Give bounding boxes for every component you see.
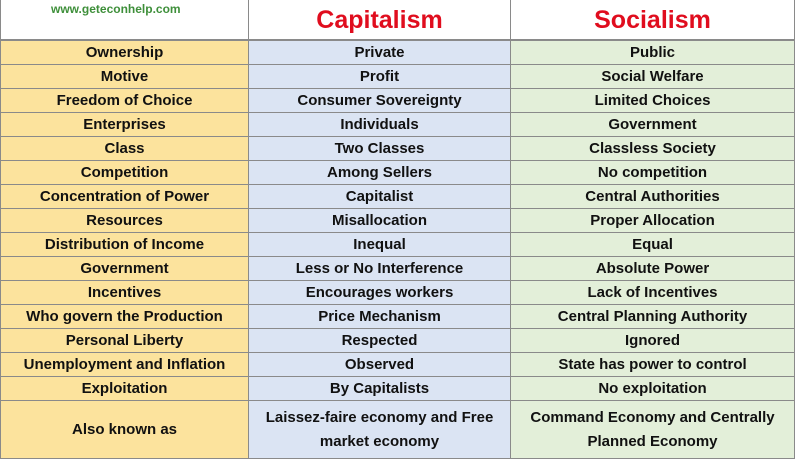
header-row: www.geteconhelp.com Capitalism Socialism: [0, 0, 795, 41]
capitalism-cell: Respected: [248, 328, 511, 353]
capitalism-cell: By Capitalists: [248, 376, 511, 401]
capitalism-cell: Encourages workers: [248, 280, 511, 305]
table-row: Enterprises Individuals Government: [0, 112, 795, 137]
socialism-cell: Public: [510, 39, 795, 65]
feature-cell: Competition: [0, 160, 249, 185]
socialism-cell: Social Welfare: [510, 64, 795, 89]
capitalism-cell: Individuals: [248, 112, 511, 137]
socialism-cell: State has power to control: [510, 352, 795, 377]
feature-cell: Freedom of Choice: [0, 88, 249, 113]
feature-cell: Enterprises: [0, 112, 249, 137]
table-row: Personal Liberty Respected Ignored: [0, 328, 795, 353]
socialism-cell: Central Planning Authority: [510, 304, 795, 329]
feature-cell: Ownership: [0, 39, 249, 65]
socialism-heading: Socialism: [510, 0, 795, 41]
feature-cell: Concentration of Power: [0, 184, 249, 209]
table-row: Freedom of Choice Consumer Sovereignty L…: [0, 88, 795, 113]
feature-cell: Class: [0, 136, 249, 161]
table-row: Resources Misallocation Proper Allocatio…: [0, 208, 795, 233]
socialism-cell: Limited Choices: [510, 88, 795, 113]
capitalism-cell: Profit: [248, 64, 511, 89]
table-row: Also known as Laissez-faire economy and …: [0, 400, 795, 459]
socialism-cell: Proper Allocation: [510, 208, 795, 233]
table-row: Class Two Classes Classless Society: [0, 136, 795, 161]
table-row: Motive Profit Social Welfare: [0, 64, 795, 89]
feature-cell: Who govern the Production: [0, 304, 249, 329]
socialism-cell: Absolute Power: [510, 256, 795, 281]
feature-cell: Incentives: [0, 280, 249, 305]
feature-cell: Government: [0, 256, 249, 281]
capitalism-cell: Less or No Interference: [248, 256, 511, 281]
capitalism-cell: Private: [248, 39, 511, 65]
capitalism-cell: Price Mechanism: [248, 304, 511, 329]
socialism-cell: Government: [510, 112, 795, 137]
socialism-cell: Lack of Incentives: [510, 280, 795, 305]
capitalism-cell: Two Classes: [248, 136, 511, 161]
capitalism-cell: Misallocation: [248, 208, 511, 233]
socialism-cell: Ignored: [510, 328, 795, 353]
feature-cell: Distribution of Income: [0, 232, 249, 257]
socialism-cell: No exploitation: [510, 376, 795, 401]
capitalism-cell: Consumer Sovereignty: [248, 88, 511, 113]
socialism-cell: Classless Society: [510, 136, 795, 161]
capitalism-cell: Inequal: [248, 232, 511, 257]
website-label: www.geteconhelp.com: [0, 0, 249, 41]
table-row: Government Less or No Interference Absol…: [0, 256, 795, 281]
feature-cell: Exploitation: [0, 376, 249, 401]
socialism-cell: Central Authorities: [510, 184, 795, 209]
feature-cell: Motive: [0, 64, 249, 89]
feature-cell: Resources: [0, 208, 249, 233]
table-row: Competition Among Sellers No competition: [0, 160, 795, 185]
socialism-cell: Command Economy and Centrally Planned Ec…: [510, 400, 795, 459]
capitalism-cell: Among Sellers: [248, 160, 511, 185]
capitalism-cell: Laissez-faire economy and Free market ec…: [248, 400, 511, 459]
table-row: Exploitation By Capitalists No exploitat…: [0, 376, 795, 401]
capitalism-heading: Capitalism: [248, 0, 511, 41]
feature-cell: Unemployment and Inflation: [0, 352, 249, 377]
socialism-cell: No competition: [510, 160, 795, 185]
table-row: Concentration of Power Capitalist Centra…: [0, 184, 795, 209]
table-row: Distribution of Income Inequal Equal: [0, 232, 795, 257]
table-row: Incentives Encourages workers Lack of In…: [0, 280, 795, 305]
table-row: Unemployment and Inflation Observed Stat…: [0, 352, 795, 377]
table-row: Ownership Private Public: [0, 39, 795, 65]
capitalism-cell: Observed: [248, 352, 511, 377]
feature-cell: Also known as: [0, 400, 249, 459]
feature-cell: Personal Liberty: [0, 328, 249, 353]
capitalism-cell: Capitalist: [248, 184, 511, 209]
table-row: Who govern the Production Price Mechanis…: [0, 304, 795, 329]
socialism-cell: Equal: [510, 232, 795, 257]
